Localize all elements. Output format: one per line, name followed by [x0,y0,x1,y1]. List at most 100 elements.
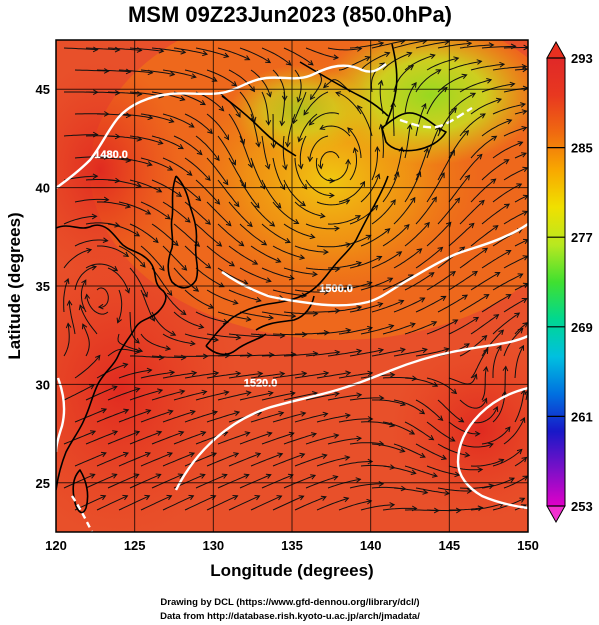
streamline [217,354,252,357]
streamline-arrowhead [431,472,438,478]
streamline [228,453,261,467]
streamline-arrowhead [179,389,186,395]
contour-label: 1500.0 [319,283,353,295]
streamline [305,47,339,59]
streamline [74,452,107,467]
streamline-arrowhead [355,215,362,221]
streamline [162,452,195,467]
streamline-arrowhead [523,44,528,51]
streamline [370,62,385,93]
streamline-arrowhead [225,220,232,227]
streamline-arrowhead [157,388,164,394]
streamline [283,267,317,275]
streamline-arrowhead [234,410,241,416]
streamline-arrowhead [270,142,277,149]
streamline [298,113,318,142]
streamline-arrowhead [89,473,96,479]
streamline-arrowhead [81,279,87,286]
streamline-arrowhead [242,279,249,285]
streamline [470,98,502,115]
streamline-arrowhead [124,287,131,294]
streamline-arrowhead [202,50,209,57]
streamline-arrowhead [103,196,110,203]
streamline [415,443,447,460]
streamline-arrowhead [134,338,140,344]
streamline-arrowhead [111,473,118,479]
streamline [96,287,109,308]
streamline-arrowhead [496,97,502,104]
streamline-arrowhead [384,228,391,234]
streamline-arrowhead [319,124,326,130]
streamline [299,135,307,169]
streamline-arrowhead [214,198,221,205]
streamline-arrowhead [125,68,132,75]
streamline [63,384,95,401]
colorbar-tick-label: 253 [571,499,593,514]
streamline [372,399,406,406]
streamline-arrowhead [157,139,164,145]
streamline [470,135,497,159]
streamline-arrowhead [406,123,413,130]
streamline-arrowhead [265,57,272,64]
streamline [481,294,511,313]
streamline-arrowhead [279,371,286,377]
streamline [63,47,98,51]
streamline [393,487,428,494]
streamline-arrowhead [374,173,381,180]
streamline-arrowhead [355,477,362,483]
plot-frame [55,39,529,533]
streamline-arrowhead [356,305,363,311]
streamline-arrowhead [239,138,246,145]
streamline [217,432,250,445]
streamline [184,245,211,269]
streamline [272,289,307,297]
streamline [437,294,468,313]
streamline-arrowhead [172,240,179,247]
credit-data: Data from http://database.rish.kyoto-u.a… [160,611,420,622]
streamline-arrowhead [428,434,435,441]
streamline-arrowhead [356,261,362,267]
streamline-arrowhead [277,452,284,458]
streamline-arrowhead [287,473,294,480]
streamline [448,316,479,335]
streamline [459,443,494,448]
streamline [448,421,480,435]
streamline [382,52,412,71]
streamline-arrowhead [170,330,177,336]
x-axis-ticks: 120 125 130 135 140 145 150 [45,538,539,553]
streamline [448,60,482,71]
streamline [503,210,528,225]
streamline [305,267,340,271]
streamline-arrowhead [90,264,97,271]
streamline-arrowhead [142,291,148,298]
streamline [426,87,448,115]
streamline-arrowhead [300,411,307,417]
streamline-arrowhead [64,278,70,285]
streamline [173,223,200,247]
streamline-arrowhead [399,347,406,353]
streamline-arrowhead [285,60,292,66]
streamline [371,348,406,357]
streamline-arrowhead [221,473,228,479]
streamline-arrowhead [184,217,191,223]
streamline-arrowhead [470,92,477,98]
streamline [448,223,475,247]
streamline [261,179,282,209]
streamline [151,431,184,445]
x-tick-label: 135 [281,538,303,553]
streamline [459,154,483,181]
colorbar-tick-label: 269 [571,320,593,335]
streamline-arrowhead [335,91,342,97]
streamline [481,426,511,445]
streamline-arrowhead [112,430,119,436]
streamline-arrowhead [474,430,481,437]
streamline-arrowhead [230,159,236,166]
streamline-arrowhead [186,170,193,176]
streamline [206,372,241,379]
streamline-arrowhead [503,159,510,165]
streamline [415,103,427,137]
streamline [195,47,229,58]
streamline [327,306,362,313]
streamline-arrowhead [301,292,308,299]
streamline-arrowhead [463,129,470,136]
